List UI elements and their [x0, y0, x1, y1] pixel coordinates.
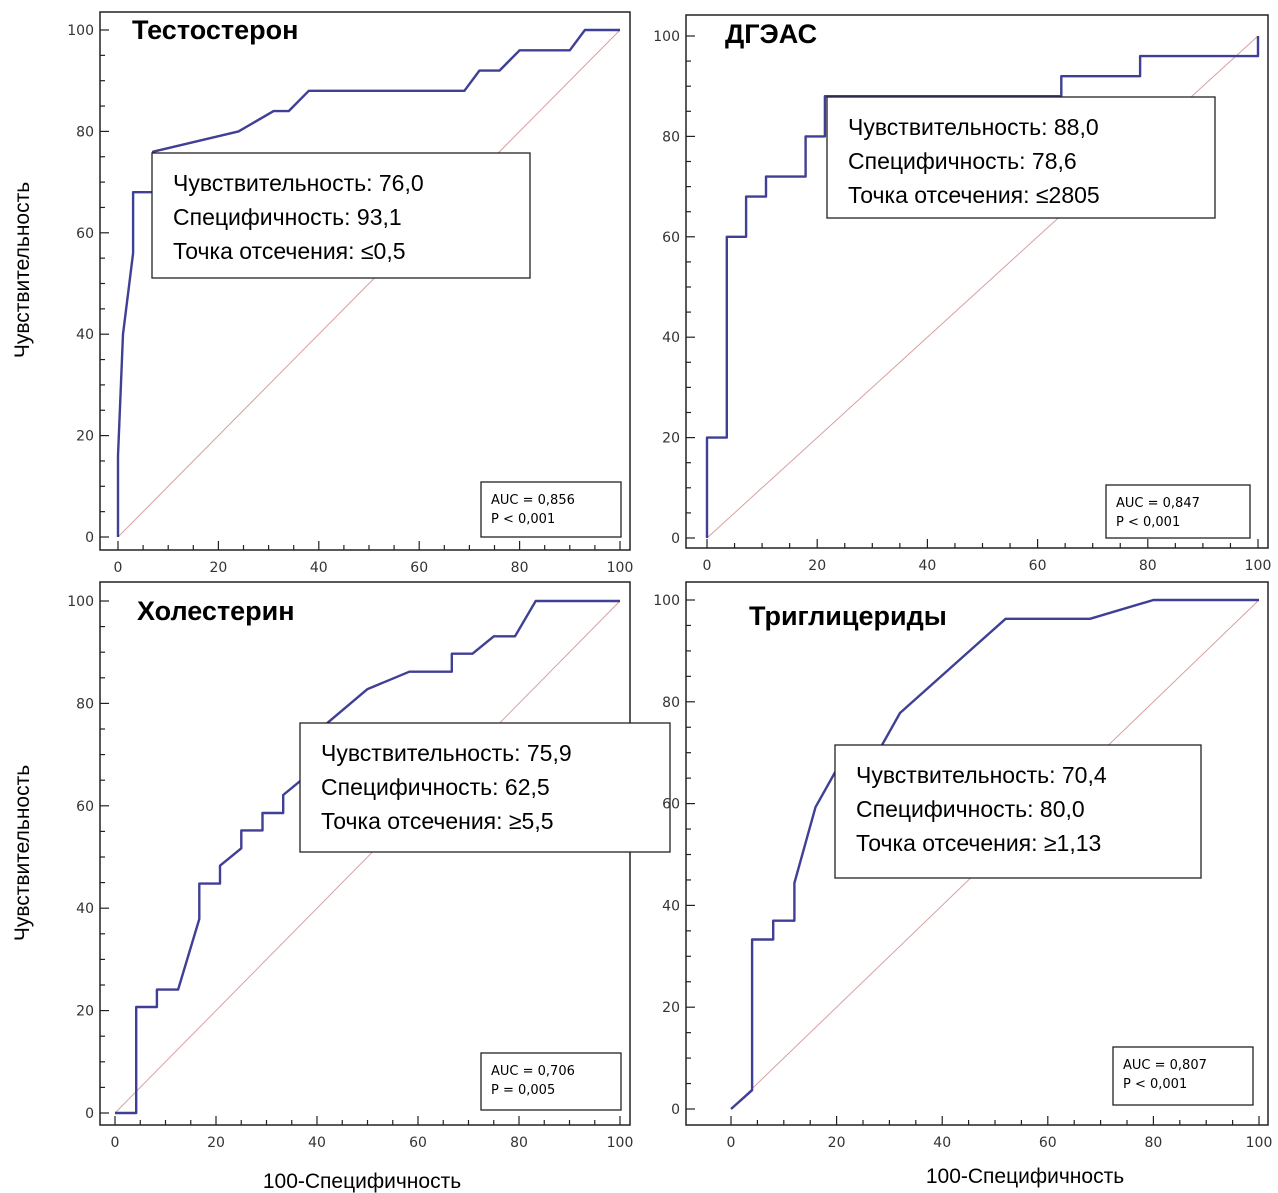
- annotation-line: Точка отсечения: ≤2805: [848, 182, 1100, 208]
- auc-stat-line: AUC = 0,847: [1116, 496, 1200, 511]
- x-tick-label: 80: [510, 1135, 528, 1151]
- annotation-box: [299, 722, 671, 853]
- x-tick-label: 100: [607, 1135, 634, 1151]
- y-tick-label: 60: [662, 797, 680, 813]
- x-tick-label: 100: [1245, 558, 1272, 574]
- annotation-line: Чувствительность: 75,9: [321, 740, 572, 766]
- annotation-line: Чувствительность: 70,4: [856, 762, 1107, 788]
- auc-stat-line: P = 0,005: [491, 1083, 555, 1098]
- reference-diagonal-line: [114, 600, 621, 1114]
- auc-stat-line: AUC = 0,856: [491, 493, 575, 508]
- x-tick-label: 20: [828, 1135, 846, 1151]
- y-tick-label: 60: [76, 799, 94, 815]
- x-tick-label: 0: [703, 558, 712, 574]
- annotation-line: Специфичность: 80,0: [856, 796, 1085, 822]
- y-tick-label: 20: [662, 1000, 680, 1016]
- annotation-line: Специфичность: 93,1: [173, 204, 402, 230]
- panel-title: Холестерин: [137, 596, 295, 626]
- x-tick-label: 80: [1144, 1135, 1162, 1151]
- plot-frame: [99, 11, 631, 551]
- x-tick-label: 100: [1246, 1135, 1273, 1151]
- x-tick-label: 0: [111, 1135, 120, 1151]
- roc-panel-1: 0 20 40 60 80 100 0 20 40 60 80 100 ДГЭАС Чувствитель…: [653, 14, 1272, 574]
- annotation-line: Точка отсечения: ≥1,13: [856, 830, 1101, 856]
- panel-title: ДГЭАС: [725, 19, 817, 49]
- auc-stat-line: AUC = 0,706: [491, 1064, 575, 1079]
- roc-panel-3: 0 20 40 60 80 100 0 20 40 60 80 100 Триглицериды Чувс…: [653, 581, 1273, 1151]
- annotation-line: Чувствительность: 88,0: [848, 114, 1099, 140]
- y-tick-label: 40: [662, 898, 680, 914]
- y-tick-label: 0: [671, 531, 680, 547]
- roc-panel-2: 0 20 40 60 80 100 0 20 40 60 80 100 Холестерин Чувств…: [67, 581, 671, 1151]
- y-tick-label: 60: [76, 226, 94, 242]
- y-tick-label: 80: [662, 129, 680, 145]
- roc-panel-0: 0 20 40 60 80 100 0 20 40 60 80 100 Тестостерон Чувст…: [67, 11, 634, 576]
- annotation-box: [834, 744, 1202, 879]
- y-tick-label: 80: [76, 696, 94, 712]
- y-tick-label: 40: [76, 901, 94, 917]
- auc-box: [480, 481, 622, 538]
- annotation-box: [826, 96, 1216, 219]
- y-tick-label: 0: [671, 1102, 680, 1118]
- annotation-line: Точка отсечения: ≥5,5: [321, 808, 554, 834]
- x-tick-label: 20: [209, 560, 227, 576]
- x-tick-label: 40: [308, 1135, 326, 1151]
- x-tick-label: 80: [1139, 558, 1157, 574]
- roc-curve: [115, 599, 620, 1115]
- y-axis-label-bottom: Чувствительность: [11, 765, 34, 941]
- y-tick-label: 60: [662, 230, 680, 246]
- auc-stat-line: AUC = 0,807: [1123, 1058, 1207, 1073]
- roc-panels: 0 20 40 60 80 100 0 20 40 60 80 100 Тестостерон Чувст…: [67, 11, 1273, 1151]
- x-axis-label-right: 100-Специфичность: [926, 1165, 1124, 1188]
- roc-curve: [705, 36, 1260, 538]
- annotation-box: [151, 152, 531, 279]
- x-tick-label: 100: [607, 560, 634, 576]
- x-tick-label: 0: [727, 1135, 736, 1151]
- annotation-line: Специфичность: 62,5: [321, 774, 550, 800]
- x-tick-label: 60: [410, 560, 428, 576]
- y-tick-label: 20: [76, 429, 94, 445]
- plot-frame: [685, 14, 1269, 549]
- x-tick-label: 40: [310, 560, 328, 576]
- annotation-line: Чувствительность: 76,0: [173, 170, 424, 196]
- y-tick-label: 40: [662, 330, 680, 346]
- plot-frame: [99, 581, 631, 1126]
- y-tick-label: 0: [85, 1106, 94, 1122]
- auc-box: [480, 1052, 622, 1111]
- x-tick-label: 60: [1039, 1135, 1057, 1151]
- x-axis-label-left: 100-Специфичность: [263, 1170, 461, 1193]
- y-tick-label: 40: [76, 327, 94, 343]
- auc-stat-line: P < 0,001: [491, 512, 555, 527]
- reference-diagonal-line: [117, 29, 621, 538]
- x-tick-label: 20: [808, 558, 826, 574]
- roc-curve: [116, 28, 620, 537]
- annotation-line: Точка отсечения: ≤0,5: [173, 238, 406, 264]
- panel-title: Триглицериды: [749, 601, 947, 631]
- y-tick-label: 100: [67, 594, 94, 610]
- y-axis-label-top: Чувствительность: [11, 182, 34, 358]
- y-tick-label: 80: [76, 124, 94, 140]
- x-tick-label: 40: [933, 1135, 951, 1151]
- auc-stat-line: P < 0,001: [1123, 1077, 1187, 1092]
- auc-box: [1105, 484, 1251, 539]
- y-tick-label: 0: [85, 530, 94, 546]
- x-tick-label: 20: [207, 1135, 225, 1151]
- x-tick-label: 60: [1029, 558, 1047, 574]
- x-tick-label: 0: [114, 560, 123, 576]
- auc-stat-line: P < 0,001: [1116, 515, 1180, 530]
- y-tick-label: 100: [67, 23, 94, 39]
- y-tick-label: 80: [662, 695, 680, 711]
- x-tick-label: 80: [511, 560, 529, 576]
- y-tick-label: 20: [76, 1004, 94, 1020]
- y-tick-label: 100: [653, 593, 680, 609]
- x-tick-label: 60: [409, 1135, 427, 1151]
- panel-title: Тестостерон: [132, 15, 298, 45]
- y-tick-label: 100: [653, 29, 680, 45]
- y-tick-label: 20: [662, 431, 680, 447]
- auc-box: [1112, 1046, 1254, 1106]
- annotation-line: Специфичность: 78,6: [848, 148, 1077, 174]
- x-tick-label: 40: [918, 558, 936, 574]
